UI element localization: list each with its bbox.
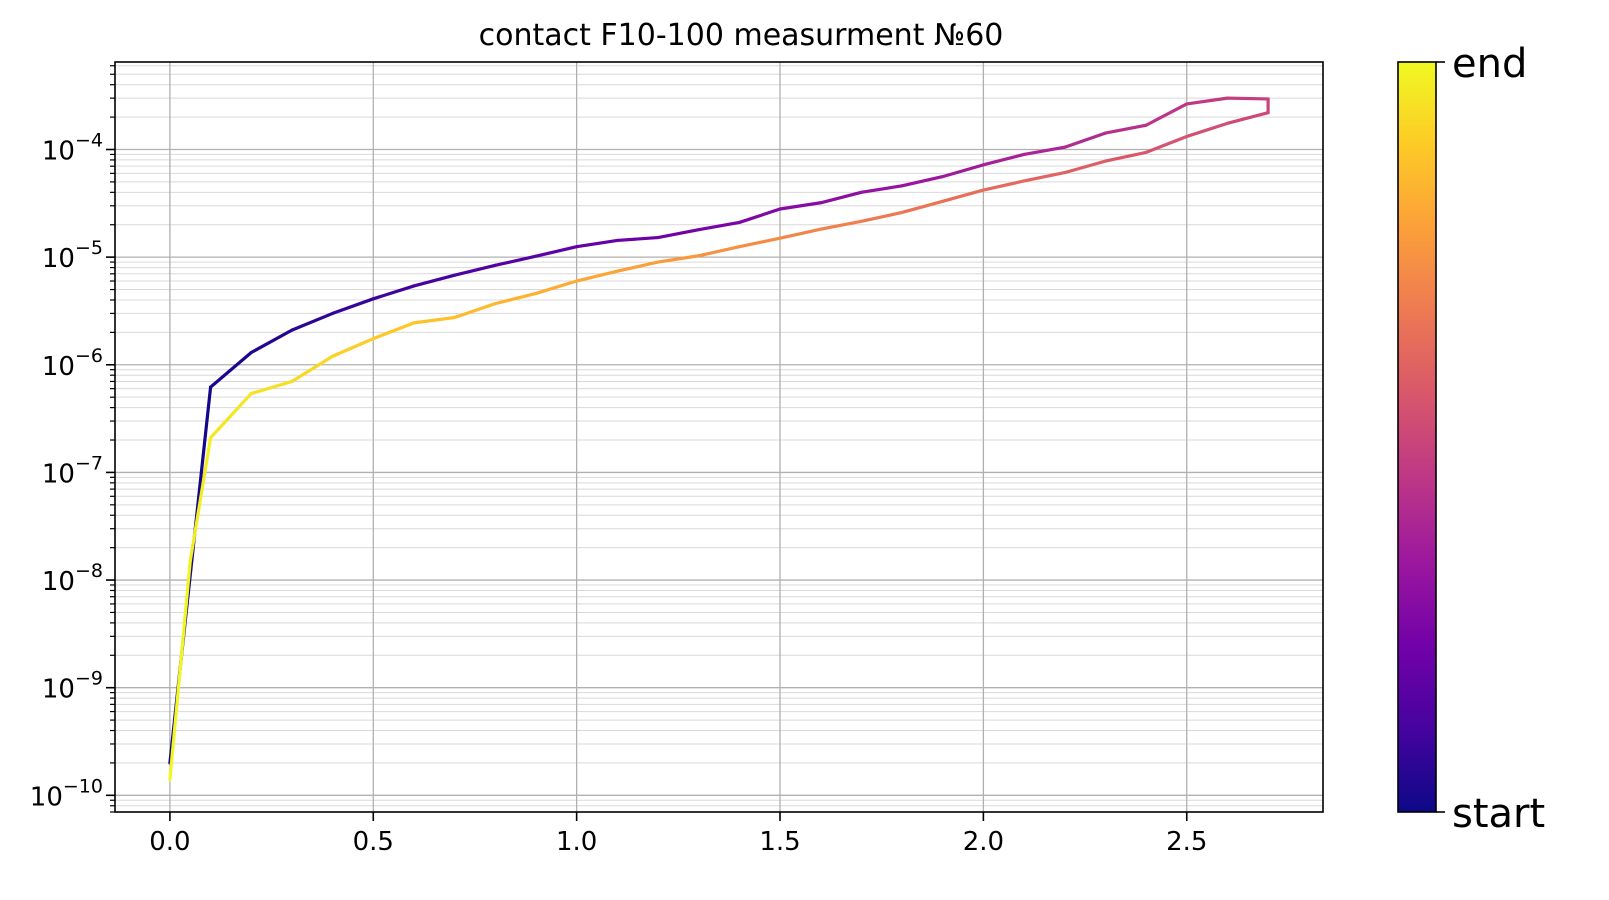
y-tick-label: 10−9 xyxy=(42,668,103,705)
colorbar-gradient xyxy=(1397,61,1437,813)
series-segment xyxy=(1185,121,1230,139)
series-segment xyxy=(1144,102,1189,127)
colorbar-start-label: start xyxy=(1452,791,1545,837)
series-segment xyxy=(249,379,294,396)
chart-title: contact F10-100 measurment №60 xyxy=(479,18,1004,53)
series-segment xyxy=(208,350,253,389)
plot-area xyxy=(114,61,1324,813)
series-segment xyxy=(331,297,375,316)
plot-frame xyxy=(114,61,1324,813)
series-segment xyxy=(737,207,782,225)
series-segment xyxy=(615,235,660,243)
y-tick-label: 10−7 xyxy=(42,452,103,489)
series-segment xyxy=(412,273,457,288)
series-segment xyxy=(859,184,904,194)
plot-background xyxy=(115,62,1323,812)
y-tick-label: 10−8 xyxy=(42,560,103,597)
series-segment xyxy=(1063,131,1107,149)
y-tick-label: 10−5 xyxy=(42,237,103,274)
series-segment xyxy=(941,188,985,203)
x-tick-label: 0.5 xyxy=(353,827,394,857)
colorbar-end-label: end xyxy=(1452,41,1527,87)
series-segment xyxy=(1103,150,1148,163)
series-segment xyxy=(1103,123,1148,135)
series-segment xyxy=(778,201,823,211)
x-tick-label: 2.0 xyxy=(963,827,1004,857)
series-layer xyxy=(168,96,1270,782)
series-segment xyxy=(615,260,660,273)
x-tick-label: 2.5 xyxy=(1166,827,1207,857)
series-segment xyxy=(656,228,701,240)
series-segment xyxy=(331,337,375,358)
series-segment xyxy=(534,279,579,296)
series-segment xyxy=(493,254,538,267)
series-segment xyxy=(493,291,538,306)
series-segment xyxy=(371,284,416,301)
minor-grid xyxy=(115,65,1323,813)
y-tick-label: 10−4 xyxy=(42,130,103,167)
series-segment xyxy=(168,559,192,782)
x-axis: 0.0 0.5 1.0 1.5 2.0 2.5 xyxy=(149,812,1207,857)
series-segment xyxy=(981,152,1026,167)
series-segment xyxy=(819,190,863,205)
series-segment xyxy=(697,245,741,258)
series-segment xyxy=(371,321,416,341)
series-segment xyxy=(981,179,1026,192)
series-segment xyxy=(249,328,294,355)
y-tick-label: 10−6 xyxy=(42,345,103,382)
series-segment xyxy=(208,391,253,440)
series-segment xyxy=(1022,145,1067,157)
series-segment xyxy=(1185,96,1230,106)
series-segment xyxy=(1022,171,1067,183)
x-tick-label: 0.0 xyxy=(149,827,190,857)
series-segment xyxy=(1063,159,1107,175)
series-segment xyxy=(290,311,335,332)
y-tick-label: 10−10 xyxy=(30,775,103,812)
series-segment xyxy=(900,199,945,215)
series-segment xyxy=(453,263,497,277)
series-segment xyxy=(188,436,213,563)
series-segment xyxy=(290,354,335,384)
series-segment xyxy=(656,254,701,264)
series-segment xyxy=(737,236,782,249)
major-grid xyxy=(115,62,1323,812)
series-segment xyxy=(941,163,985,179)
series-segment xyxy=(1144,134,1189,154)
x-tick-label: 1.0 xyxy=(556,827,597,857)
series-segment xyxy=(697,220,741,232)
y-axis: 10−10 10−9 10−8 10−7 10−6 10−5 10−4 xyxy=(30,65,115,813)
colorbar: end start xyxy=(1397,41,1545,837)
series-segment xyxy=(778,227,823,240)
series-segment xyxy=(819,219,863,231)
series-segment xyxy=(575,238,619,249)
series-segment xyxy=(453,302,497,320)
series-segment xyxy=(859,210,904,223)
series-segment xyxy=(900,175,945,188)
series-segment xyxy=(534,245,579,258)
series-segment xyxy=(575,269,619,283)
series-segment xyxy=(1225,96,1270,101)
x-tick-label: 1.5 xyxy=(759,827,800,857)
series-segment xyxy=(1225,111,1270,125)
series-segment xyxy=(412,315,457,325)
